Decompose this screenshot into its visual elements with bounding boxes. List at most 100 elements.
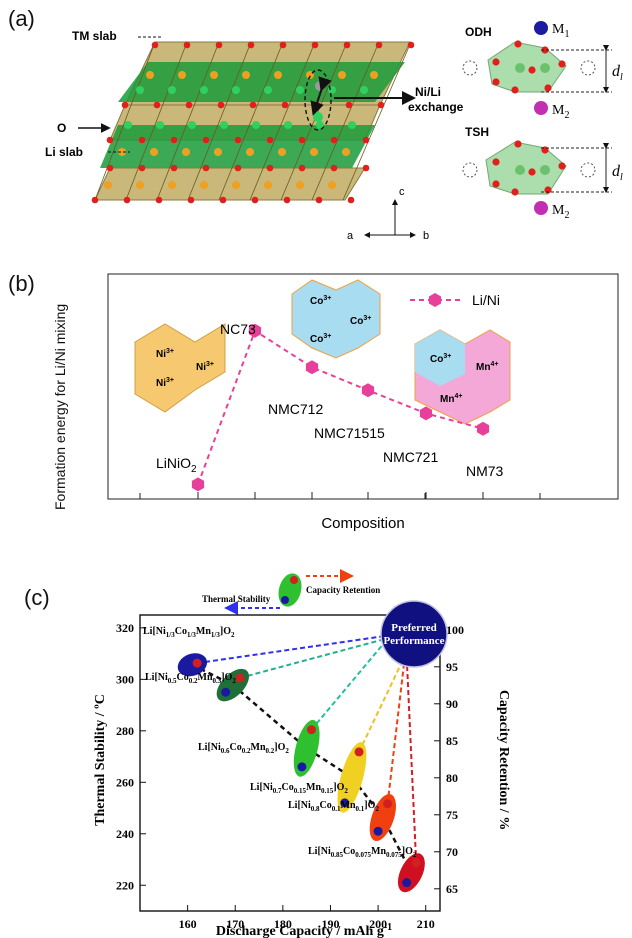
x-tick-label: 160 <box>179 917 197 931</box>
point-label-nm73: NM73 <box>466 463 504 479</box>
y-right-tick-label: 65 <box>446 882 458 896</box>
oxygen-atom <box>234 164 242 172</box>
oxygen-atom <box>407 41 415 49</box>
thermal-stability-point <box>373 826 383 836</box>
tm-atom <box>168 181 176 189</box>
oxygen-atom <box>234 136 242 144</box>
tm-atom <box>246 148 254 156</box>
axis-c-label: c <box>399 186 405 198</box>
li-atom <box>200 86 208 94</box>
arrow-to-preferred <box>310 641 386 731</box>
x-tick-label: 200 <box>369 917 387 931</box>
oxygen-atom <box>514 140 522 148</box>
material-label: Li[Ni0.6Co0.2Mn0.2]O2 <box>198 742 289 755</box>
point-label-nmc71515: NMC71515 <box>314 425 385 441</box>
oxygen-atom <box>219 196 227 204</box>
tm-atom <box>182 148 190 156</box>
data-point-nmc712 <box>305 360 319 375</box>
x-tick-label: 210 <box>417 917 435 931</box>
axis-b-label: b <box>423 230 429 242</box>
m2-label-tsh: M2 <box>552 203 569 221</box>
formation-energy-chart: Ni3+ Ni3+ Ni3+ Co3+ Co3+ Co3+ Co3+ Mn4+ … <box>107 273 619 532</box>
material-label: Li[Ni0.8Co0.1Mn0.1]O2 <box>288 800 379 813</box>
tm-atom <box>338 71 346 79</box>
cation-atom <box>540 165 550 175</box>
y-right-tick-label: 100 <box>446 623 464 637</box>
oxygen-atom <box>279 41 287 49</box>
oxygen-atom <box>266 136 274 144</box>
arrow-to-preferred <box>239 638 386 679</box>
point-label-linio2: LiNiO2 <box>156 455 197 475</box>
oxygen-atom <box>511 188 519 196</box>
plot-frame <box>107 273 619 500</box>
data-point-nc73 <box>248 323 262 338</box>
capacity-retention-point <box>306 725 316 735</box>
arrow-to-preferred <box>197 635 386 665</box>
oxygen-atom <box>492 58 500 66</box>
oxygen-atom <box>330 164 338 172</box>
oxygen-atom <box>298 164 306 172</box>
oxygen-atom <box>528 66 536 74</box>
legend-marker <box>428 293 442 307</box>
li-atom <box>296 86 304 94</box>
tm-slab-bottom <box>94 167 366 201</box>
y-right-tick-label: 90 <box>446 697 458 711</box>
oxygen-atom <box>362 164 370 172</box>
oxygen-atom <box>187 196 195 204</box>
inset-co-lattice: Co3+ Co3+ Co3+ <box>291 279 381 359</box>
oxygen-atom <box>345 101 353 109</box>
svg-text:Mn4+: Mn4+ <box>476 361 498 373</box>
oxygen-atom <box>544 186 552 194</box>
top-legend: Capacity Retention Thermal Stability <box>202 569 380 615</box>
material-pill <box>293 719 320 777</box>
li-atom <box>316 121 324 129</box>
plot-frame-c <box>139 614 441 912</box>
y-left-tick-label: 280 <box>116 724 134 738</box>
m2-atom <box>534 101 548 115</box>
tm-atom <box>370 71 378 79</box>
oxygen-atom <box>91 196 99 204</box>
inset-ni-lattice: Ni3+ Ni3+ Ni3+ <box>134 323 226 413</box>
oxygen-atom <box>247 41 255 49</box>
svg-text:Mn4+: Mn4+ <box>440 393 462 405</box>
tsh-label: TSH <box>465 125 489 139</box>
axis-triad: c b a <box>347 186 429 242</box>
li-atom <box>156 121 164 129</box>
cation-atom <box>515 63 525 73</box>
cation-atom <box>540 63 550 73</box>
m1-atom <box>534 21 548 35</box>
oxygen-atom <box>492 180 500 188</box>
thermal-stability-point <box>297 762 307 772</box>
material-pill <box>177 653 208 677</box>
odh-label: ODH <box>465 25 492 39</box>
tm-atom <box>278 148 286 156</box>
oxygen-atom <box>153 101 161 109</box>
exchange-label-1: Ni/Li <box>415 85 441 99</box>
oxygen-atom <box>106 136 114 144</box>
oxygen-atom <box>185 101 193 109</box>
tm-atom <box>146 71 154 79</box>
oxygen-atom <box>170 164 178 172</box>
crystal-structure-figure: TM slab O Li slab Ni/Li exchange c b a O… <box>45 21 623 242</box>
svg-text:Co3+: Co3+ <box>350 315 371 327</box>
dl-label-tsh: dl <box>612 163 623 183</box>
li-atom <box>136 86 144 94</box>
point-label-nmc712: NMC712 <box>268 401 323 417</box>
panel-label-b: (b) <box>8 271 35 296</box>
tm-atom <box>328 181 336 189</box>
tm-atom <box>214 148 222 156</box>
oxygen-atom <box>541 46 549 54</box>
oxygen-atom <box>155 196 163 204</box>
dl-label: dl <box>612 63 623 83</box>
axis-a-label: a <box>347 230 354 242</box>
capacity-retention-legend: Capacity Retention <box>306 585 380 595</box>
svg-text:Ni3+: Ni3+ <box>156 377 174 389</box>
oxygen-atom <box>106 164 114 172</box>
data-point-nmc71515 <box>361 383 375 398</box>
tm-atom <box>296 181 304 189</box>
series-line <box>197 329 484 485</box>
tm-atom <box>210 71 218 79</box>
oxygen-atom <box>283 196 291 204</box>
oxygen-atom <box>528 168 536 176</box>
material-pill <box>337 742 367 813</box>
